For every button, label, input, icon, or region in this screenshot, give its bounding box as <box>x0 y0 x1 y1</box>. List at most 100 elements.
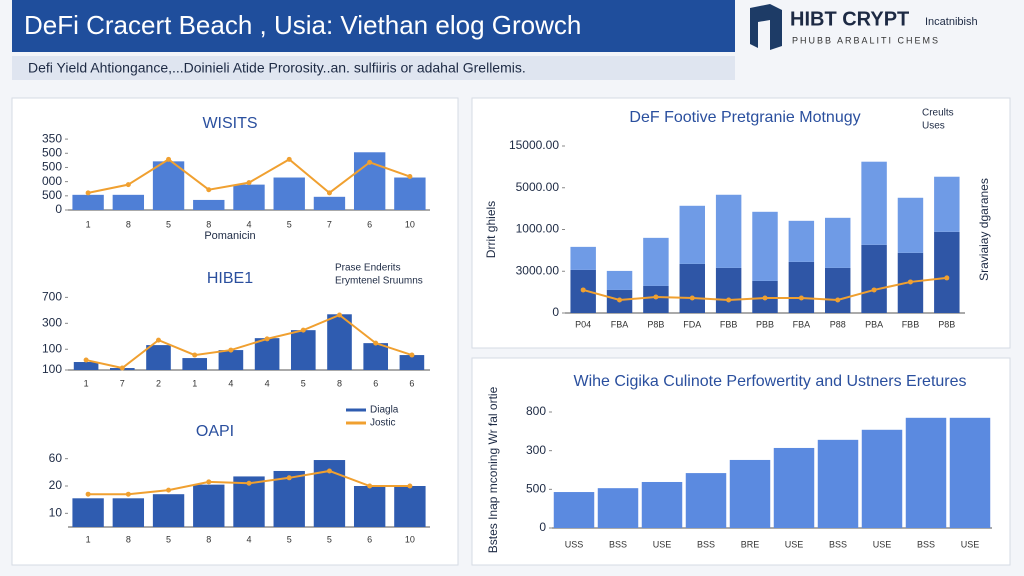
line-marker <box>726 297 732 303</box>
legend-label: Diagla <box>370 405 399 416</box>
y-tick-label: 700 <box>42 290 62 304</box>
x-axis-label: Pomanicin <box>204 230 255 242</box>
line-marker <box>367 159 373 165</box>
y-tick-label: 0 <box>552 305 559 319</box>
y-tick-label: 500 <box>42 145 62 159</box>
bar <box>553 492 595 528</box>
line-marker <box>206 187 212 193</box>
bar <box>233 184 265 210</box>
bar <box>112 498 145 527</box>
x-tick-label: 5 <box>287 219 292 229</box>
y-tick-label: 500 <box>42 188 62 202</box>
chart-title: WISITS <box>202 115 257 132</box>
bar <box>72 498 104 527</box>
bar <box>72 194 104 210</box>
chart-title: HIBE1 <box>207 270 253 287</box>
x-tick-label: FBB <box>902 319 920 329</box>
line-marker <box>119 365 125 371</box>
line-marker <box>125 491 131 497</box>
x-tick-label: 10 <box>405 219 415 229</box>
bar <box>193 199 225 210</box>
line-marker <box>300 327 306 333</box>
x-tick-label: 1 <box>86 219 91 229</box>
line-marker <box>246 480 252 486</box>
bar <box>597 488 639 528</box>
bar <box>254 338 280 370</box>
line-marker <box>83 357 89 363</box>
line-marker <box>653 294 659 300</box>
x-tick-label: FBA <box>793 319 811 329</box>
line-marker <box>617 297 623 303</box>
line-marker <box>206 479 212 485</box>
bar <box>394 177 426 210</box>
x-tick-label: 5 <box>301 378 306 388</box>
bar <box>273 177 305 210</box>
legend-label: Creults <box>922 108 954 119</box>
x-tick-label: PBB <box>756 319 774 329</box>
x-tick-label: 4 <box>246 534 251 544</box>
x-tick-label: 1 <box>84 378 89 388</box>
x-tick-label: 8 <box>206 219 211 229</box>
x-tick-label: 5 <box>327 534 332 544</box>
bar <box>327 314 352 370</box>
bar <box>788 261 815 313</box>
bar <box>146 345 171 370</box>
line-marker <box>835 297 841 303</box>
line-marker <box>907 279 913 285</box>
x-tick-label: 4 <box>265 378 270 388</box>
line-marker <box>85 491 91 497</box>
y-tick-label: 1000.00 <box>516 222 560 236</box>
bar <box>218 350 244 370</box>
logo-side: Incatnibish <box>925 16 978 28</box>
bar <box>715 194 742 268</box>
bar <box>641 481 683 528</box>
bar <box>773 447 815 528</box>
legend-label: Prase Enderits <box>335 263 401 274</box>
y-tick-label: 350 <box>42 131 62 145</box>
line-marker <box>407 174 413 180</box>
y-axis-label: Bstes Inap mconing Wr fal ortie <box>486 386 500 553</box>
y-tick-label: 300 <box>526 443 546 457</box>
x-tick-label: BSS <box>917 539 935 549</box>
page-title: DeFi Cracert Beach , Usia: Viethan elog … <box>24 10 581 40</box>
line-marker <box>228 347 234 353</box>
line-marker <box>944 275 950 281</box>
x-tick-label: PBA <box>865 319 883 329</box>
bar <box>394 486 426 527</box>
x-tick-label: 5 <box>166 534 171 544</box>
line-marker <box>326 190 332 196</box>
title-banner <box>12 0 735 52</box>
line-marker <box>373 340 379 346</box>
x-tick-label: USE <box>873 539 892 549</box>
line-marker <box>156 337 161 343</box>
x-tick-label: P04 <box>575 319 591 329</box>
bar <box>73 362 99 370</box>
logo-tagline: PHUBB ARBALITI CHEMS <box>792 35 940 45</box>
y-tick-label: 300 <box>42 315 62 329</box>
line-marker <box>125 182 131 188</box>
line-marker <box>367 483 373 489</box>
y-tick-label: 15000.00 <box>509 138 559 152</box>
bar <box>861 244 887 313</box>
line-marker <box>246 180 252 186</box>
x-tick-label: USS <box>565 539 584 549</box>
bar <box>399 355 425 370</box>
bar <box>729 459 771 528</box>
bar <box>905 417 947 528</box>
bar <box>643 237 669 286</box>
y-tick-label: 10 <box>49 506 63 520</box>
chart-title: DeF Footive Pretgranie Motnugy <box>629 109 860 126</box>
bar <box>949 417 991 528</box>
x-tick-label: P8B <box>647 319 664 329</box>
y-tick-label: 5000.00 <box>516 180 560 194</box>
bar <box>112 194 145 210</box>
bar <box>193 484 225 527</box>
legend-label: Uses <box>922 121 945 132</box>
chart-title: OAPI <box>196 423 234 440</box>
line-marker <box>337 312 342 318</box>
subtitle-banner <box>12 56 735 80</box>
x-tick-label: 6 <box>409 378 414 388</box>
y-tick-label: 100 <box>42 341 62 355</box>
line-marker <box>264 336 270 342</box>
y-tick-label: 800 <box>526 404 546 418</box>
